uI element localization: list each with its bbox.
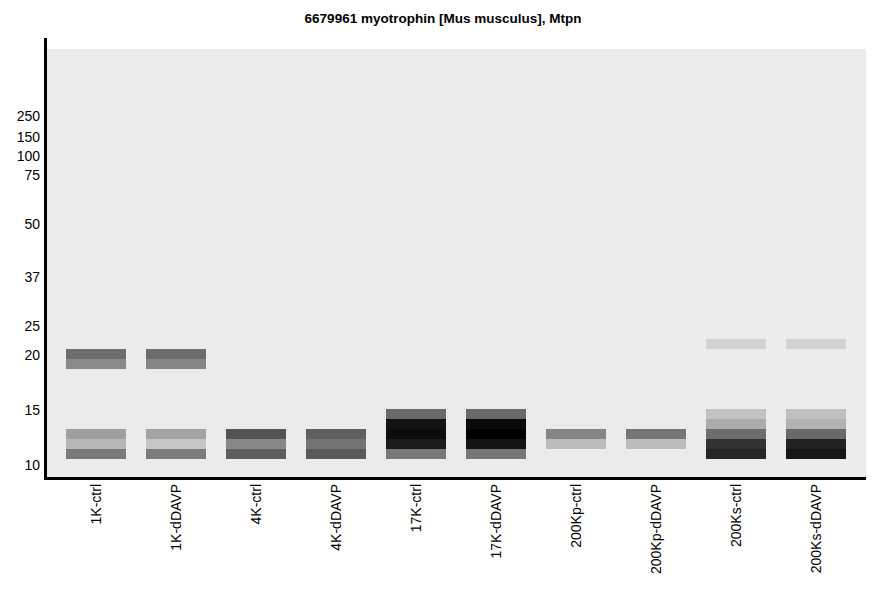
gel-band	[626, 439, 686, 449]
lane-label-text: 200Ks-dDAVP	[808, 484, 825, 573]
gel-band	[66, 449, 126, 459]
x-axis-line	[44, 477, 866, 480]
gel-band	[466, 439, 526, 449]
gel-band	[386, 409, 446, 419]
gel-band	[146, 359, 206, 369]
lane-label-text: 17K-dDAVP	[488, 484, 505, 558]
lane-label-text: 17K-ctrl	[408, 484, 425, 532]
mw-marker-label-20: 20	[0, 347, 40, 364]
gel-band	[706, 419, 766, 429]
gel-band	[386, 449, 446, 459]
gel-band	[66, 349, 126, 359]
gel-band	[786, 439, 846, 449]
gel-band	[706, 439, 766, 449]
gel-band	[306, 439, 366, 449]
gel-band	[466, 419, 526, 429]
gel-band	[226, 439, 286, 449]
gel-band	[386, 429, 446, 439]
gel-blot-figure: 6679961 myotrophin [Mus musculus], Mtpn …	[0, 0, 886, 595]
chart-title: 6679961 myotrophin [Mus musculus], Mtpn	[0, 11, 886, 26]
y-axis-line	[44, 38, 47, 480]
gel-band	[706, 449, 766, 459]
gel-band	[706, 429, 766, 439]
mw-marker-label-10: 10	[0, 457, 40, 474]
gel-band	[66, 429, 126, 439]
mw-marker-label-250: 250	[0, 108, 40, 125]
mw-marker-label-150: 150	[0, 129, 40, 146]
mw-marker-label-25: 25	[0, 318, 40, 335]
gel-band	[146, 449, 206, 459]
gel-band	[706, 339, 766, 349]
gel-band	[306, 449, 366, 459]
mw-marker-label-100: 100	[0, 148, 40, 165]
gel-band	[466, 409, 526, 419]
gel-band	[226, 429, 286, 439]
lane-label-text: 1K-ctrl	[88, 484, 105, 524]
lane-label-text: 200Ks-ctrl	[728, 484, 745, 547]
gel-band	[386, 439, 446, 449]
mw-marker-label-50: 50	[0, 216, 40, 233]
lane-label-text: 200Kp-ctrl	[568, 484, 585, 548]
gel-band	[386, 419, 446, 429]
gel-band	[546, 439, 606, 449]
lane-label-text: 200Kp-dDAVP	[648, 484, 665, 574]
gel-band	[466, 449, 526, 459]
gel-band	[66, 359, 126, 369]
gel-band	[786, 409, 846, 419]
gel-band	[146, 349, 206, 359]
gel-band	[146, 429, 206, 439]
gel-band	[466, 429, 526, 439]
lane-label-text: 4K-ctrl	[248, 484, 265, 524]
lane-label-text: 1K-dDAVP	[168, 484, 185, 551]
gel-band	[146, 439, 206, 449]
lane-label-text: 4K-dDAVP	[328, 484, 345, 551]
gel-band	[546, 429, 606, 439]
gel-band	[706, 409, 766, 419]
gel-band	[786, 429, 846, 439]
gel-band	[66, 439, 126, 449]
gel-band	[786, 419, 846, 429]
mw-marker-label-75: 75	[0, 167, 40, 184]
gel-band	[786, 339, 846, 349]
gel-band	[306, 429, 366, 439]
mw-marker-label-15: 15	[0, 402, 40, 419]
gel-band	[626, 429, 686, 439]
gel-band	[786, 449, 846, 459]
mw-marker-label-37: 37	[0, 269, 40, 286]
gel-band	[226, 449, 286, 459]
